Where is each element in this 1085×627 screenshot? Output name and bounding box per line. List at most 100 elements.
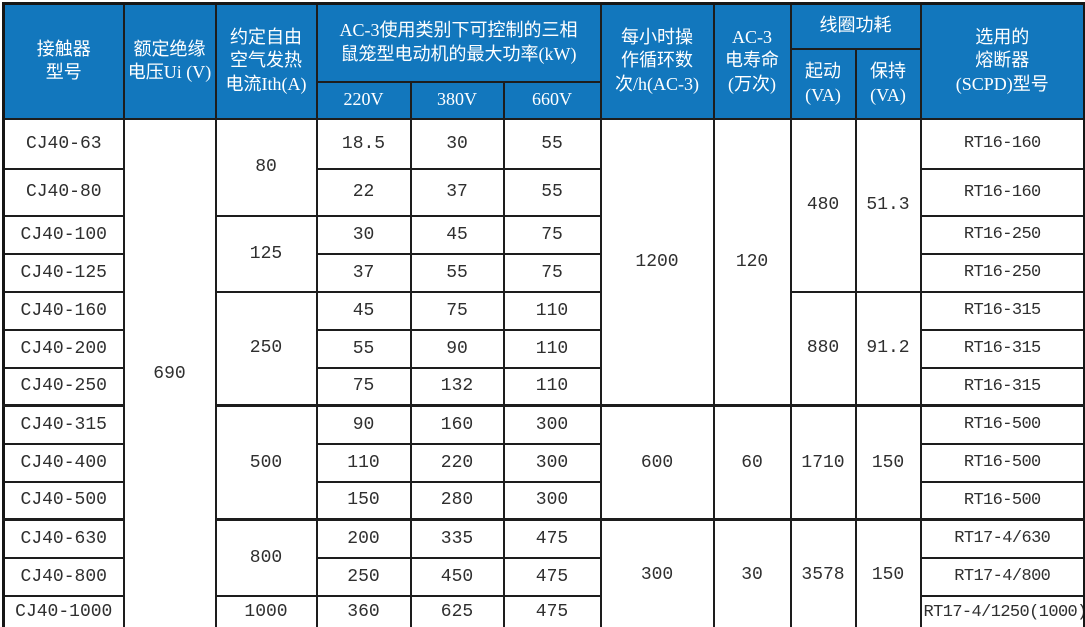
table-row: CJ40-800 250 450 475 RT17-4/800 (2, 556, 1085, 597)
header-coil-start-va: 起动 (VA) (789, 47, 857, 120)
cell-fuse-type: RT17-4/800 (919, 556, 1085, 597)
cell-power-220v: 110 (315, 442, 412, 483)
header-coil-hold-va: 保持 (VA) (854, 47, 922, 120)
cell-coil-start-va: 3578 (789, 518, 857, 627)
cell-contactor-model: CJ40-630 (2, 518, 125, 559)
cell-coil-hold-va: 91.2 (854, 290, 922, 407)
cell-power-220v: 30 (315, 214, 412, 255)
header-electrical-life: AC-3 电寿命 (万次) (712, 2, 792, 120)
cell-contactor-model: CJ40-160 (2, 290, 125, 331)
cell-fuse-type: RT16-315 (919, 366, 1085, 407)
table-row: CJ40-250 75 132 110 RT16-315 (2, 366, 1085, 407)
cell-power-660v: 110 (502, 366, 602, 407)
cell-power-660v: 110 (502, 290, 602, 331)
cell-power-220v: 150 (315, 480, 412, 521)
cell-power-380v: 220 (409, 442, 505, 483)
cell-power-660v: 475 (502, 594, 602, 627)
cell-operating-cycles: 1200 (599, 117, 715, 407)
cell-power-380v: 90 (409, 328, 505, 369)
table-row: CJ40-160 250 45 75 110 880 91.2 RT16-315 (2, 290, 1085, 407)
cell-power-220v: 360 (315, 594, 412, 627)
cell-power-220v: 250 (315, 556, 412, 597)
cell-fuse-type: RT16-500 (919, 442, 1085, 483)
cell-fuse-type: RT16-160 (919, 167, 1085, 217)
cell-fuse-type: RT16-500 (919, 480, 1085, 521)
cell-power-380v: 450 (409, 556, 505, 597)
cell-fuse-type: RT16-250 (919, 214, 1085, 255)
cell-power-660v: 475 (502, 556, 602, 597)
table-row: CJ40-500 150 280 300 RT16-500 (2, 480, 1085, 521)
table-header: 接触器 型号 额定绝缘 电压Ui (V) 约定自由 空气发热 电流Ith(A) … (2, 2, 1085, 120)
cell-coil-start-va: 1710 (789, 404, 857, 521)
cell-power-380v: 160 (409, 404, 505, 445)
cell-thermal-current: 125 (214, 214, 318, 293)
cell-coil-hold-va: 150 (854, 404, 922, 521)
header-rated-insulation-voltage: 额定绝缘 电压Ui (V) (122, 2, 217, 120)
cell-coil-hold-va: 150 (854, 518, 922, 627)
table-row: CJ40-100 125 30 45 75 RT16-250 (2, 214, 1085, 293)
cell-thermal-current: 1000 (214, 594, 318, 627)
cell-power-660v: 75 (502, 214, 602, 255)
table-row: CJ40-80 22 37 55 RT16-160 (2, 167, 1085, 217)
table-row: CJ40-400 110 220 300 RT16-500 (2, 442, 1085, 483)
cell-electrical-life: 120 (712, 117, 792, 407)
cell-fuse-type: RT16-315 (919, 328, 1085, 369)
cell-power-660v: 300 (502, 480, 602, 521)
cell-power-380v: 625 (409, 594, 505, 627)
cell-power-380v: 280 (409, 480, 505, 521)
cell-power-380v: 75 (409, 290, 505, 331)
header-fuse-scpd-type: 选用的 熔断器 (SCPD)型号 (919, 2, 1085, 120)
cell-power-220v: 45 (315, 290, 412, 331)
table-row: CJ40-315 500 90 160 300 600 60 1710 150 RT16-500 (2, 404, 1085, 521)
header-contactor-model: 接触器 型号 (2, 2, 125, 120)
cell-thermal-current: 80 (214, 117, 318, 217)
cell-electrical-life: 60 (712, 404, 792, 521)
cell-thermal-current: 250 (214, 290, 318, 407)
cell-fuse-type: RT16-500 (919, 404, 1085, 445)
cell-rated-insulation-voltage: 690 (122, 117, 217, 627)
cell-power-660v: 55 (502, 117, 602, 170)
cell-power-380v: 37 (409, 167, 505, 217)
cell-fuse-type: RT16-160 (919, 117, 1085, 170)
table-body: CJ40-63 690 80 18.5 30 55 1200 120 480 51.3 RT16-1… (2, 117, 1085, 627)
cell-power-660v: 75 (502, 252, 602, 293)
cell-thermal-current: 800 (214, 518, 318, 597)
cell-power-660v: 300 (502, 442, 602, 483)
header-voltage-660v: 660V (502, 80, 602, 120)
cell-power-220v: 18.5 (315, 117, 412, 170)
cell-contactor-model: CJ40-500 (2, 480, 125, 521)
cell-power-660v: 110 (502, 328, 602, 369)
header-voltage-380v: 380V (409, 80, 505, 120)
cell-coil-start-va: 880 (789, 290, 857, 407)
cell-contactor-model: CJ40-400 (2, 442, 125, 483)
cell-contactor-model: CJ40-250 (2, 366, 125, 407)
cell-power-220v: 75 (315, 366, 412, 407)
table-row: CJ40-125 37 55 75 RT16-250 (2, 252, 1085, 293)
cell-power-380v: 132 (409, 366, 505, 407)
cell-power-380v: 45 (409, 214, 505, 255)
cell-contactor-model: CJ40-800 (2, 556, 125, 597)
cell-power-220v: 90 (315, 404, 412, 445)
table-row: CJ40-630 800 200 335 475 300 30 3578 150 RT17-4/6… (2, 518, 1085, 627)
header-operating-cycles-per-hour: 每小时操 作循环数 次/h(AC-3) (599, 2, 715, 120)
cell-power-380v: 55 (409, 252, 505, 293)
header-voltage-220v: 220V (315, 80, 412, 120)
table-row: CJ40-63 690 80 18.5 30 55 1200 120 480 51.3 RT16-1… (2, 117, 1085, 627)
table-row: CJ40-1000 1000 360 625 475 RT17-4/1250(1000) (2, 594, 1085, 627)
cell-thermal-current: 500 (214, 404, 318, 521)
cell-electrical-life: 30 (712, 518, 792, 627)
cell-contactor-model: CJ40-315 (2, 404, 125, 445)
header-coil-power-group: 线圈功耗 (789, 2, 922, 50)
cell-contactor-model: CJ40-100 (2, 214, 125, 255)
header-max-motor-power-group: AC-3使用类别下可控制的三相 鼠笼型电动机的最大功率(kW) (315, 2, 602, 83)
cell-power-380v: 335 (409, 518, 505, 559)
cell-fuse-type: RT16-315 (919, 290, 1085, 331)
header-conventional-thermal-current: 约定自由 空气发热 电流Ith(A) (214, 2, 318, 120)
cell-power-380v: 30 (409, 117, 505, 170)
cell-operating-cycles: 300 (599, 518, 715, 627)
cell-power-660v: 300 (502, 404, 602, 445)
cell-power-660v: 475 (502, 518, 602, 559)
cell-contactor-model: CJ40-80 (2, 167, 125, 217)
